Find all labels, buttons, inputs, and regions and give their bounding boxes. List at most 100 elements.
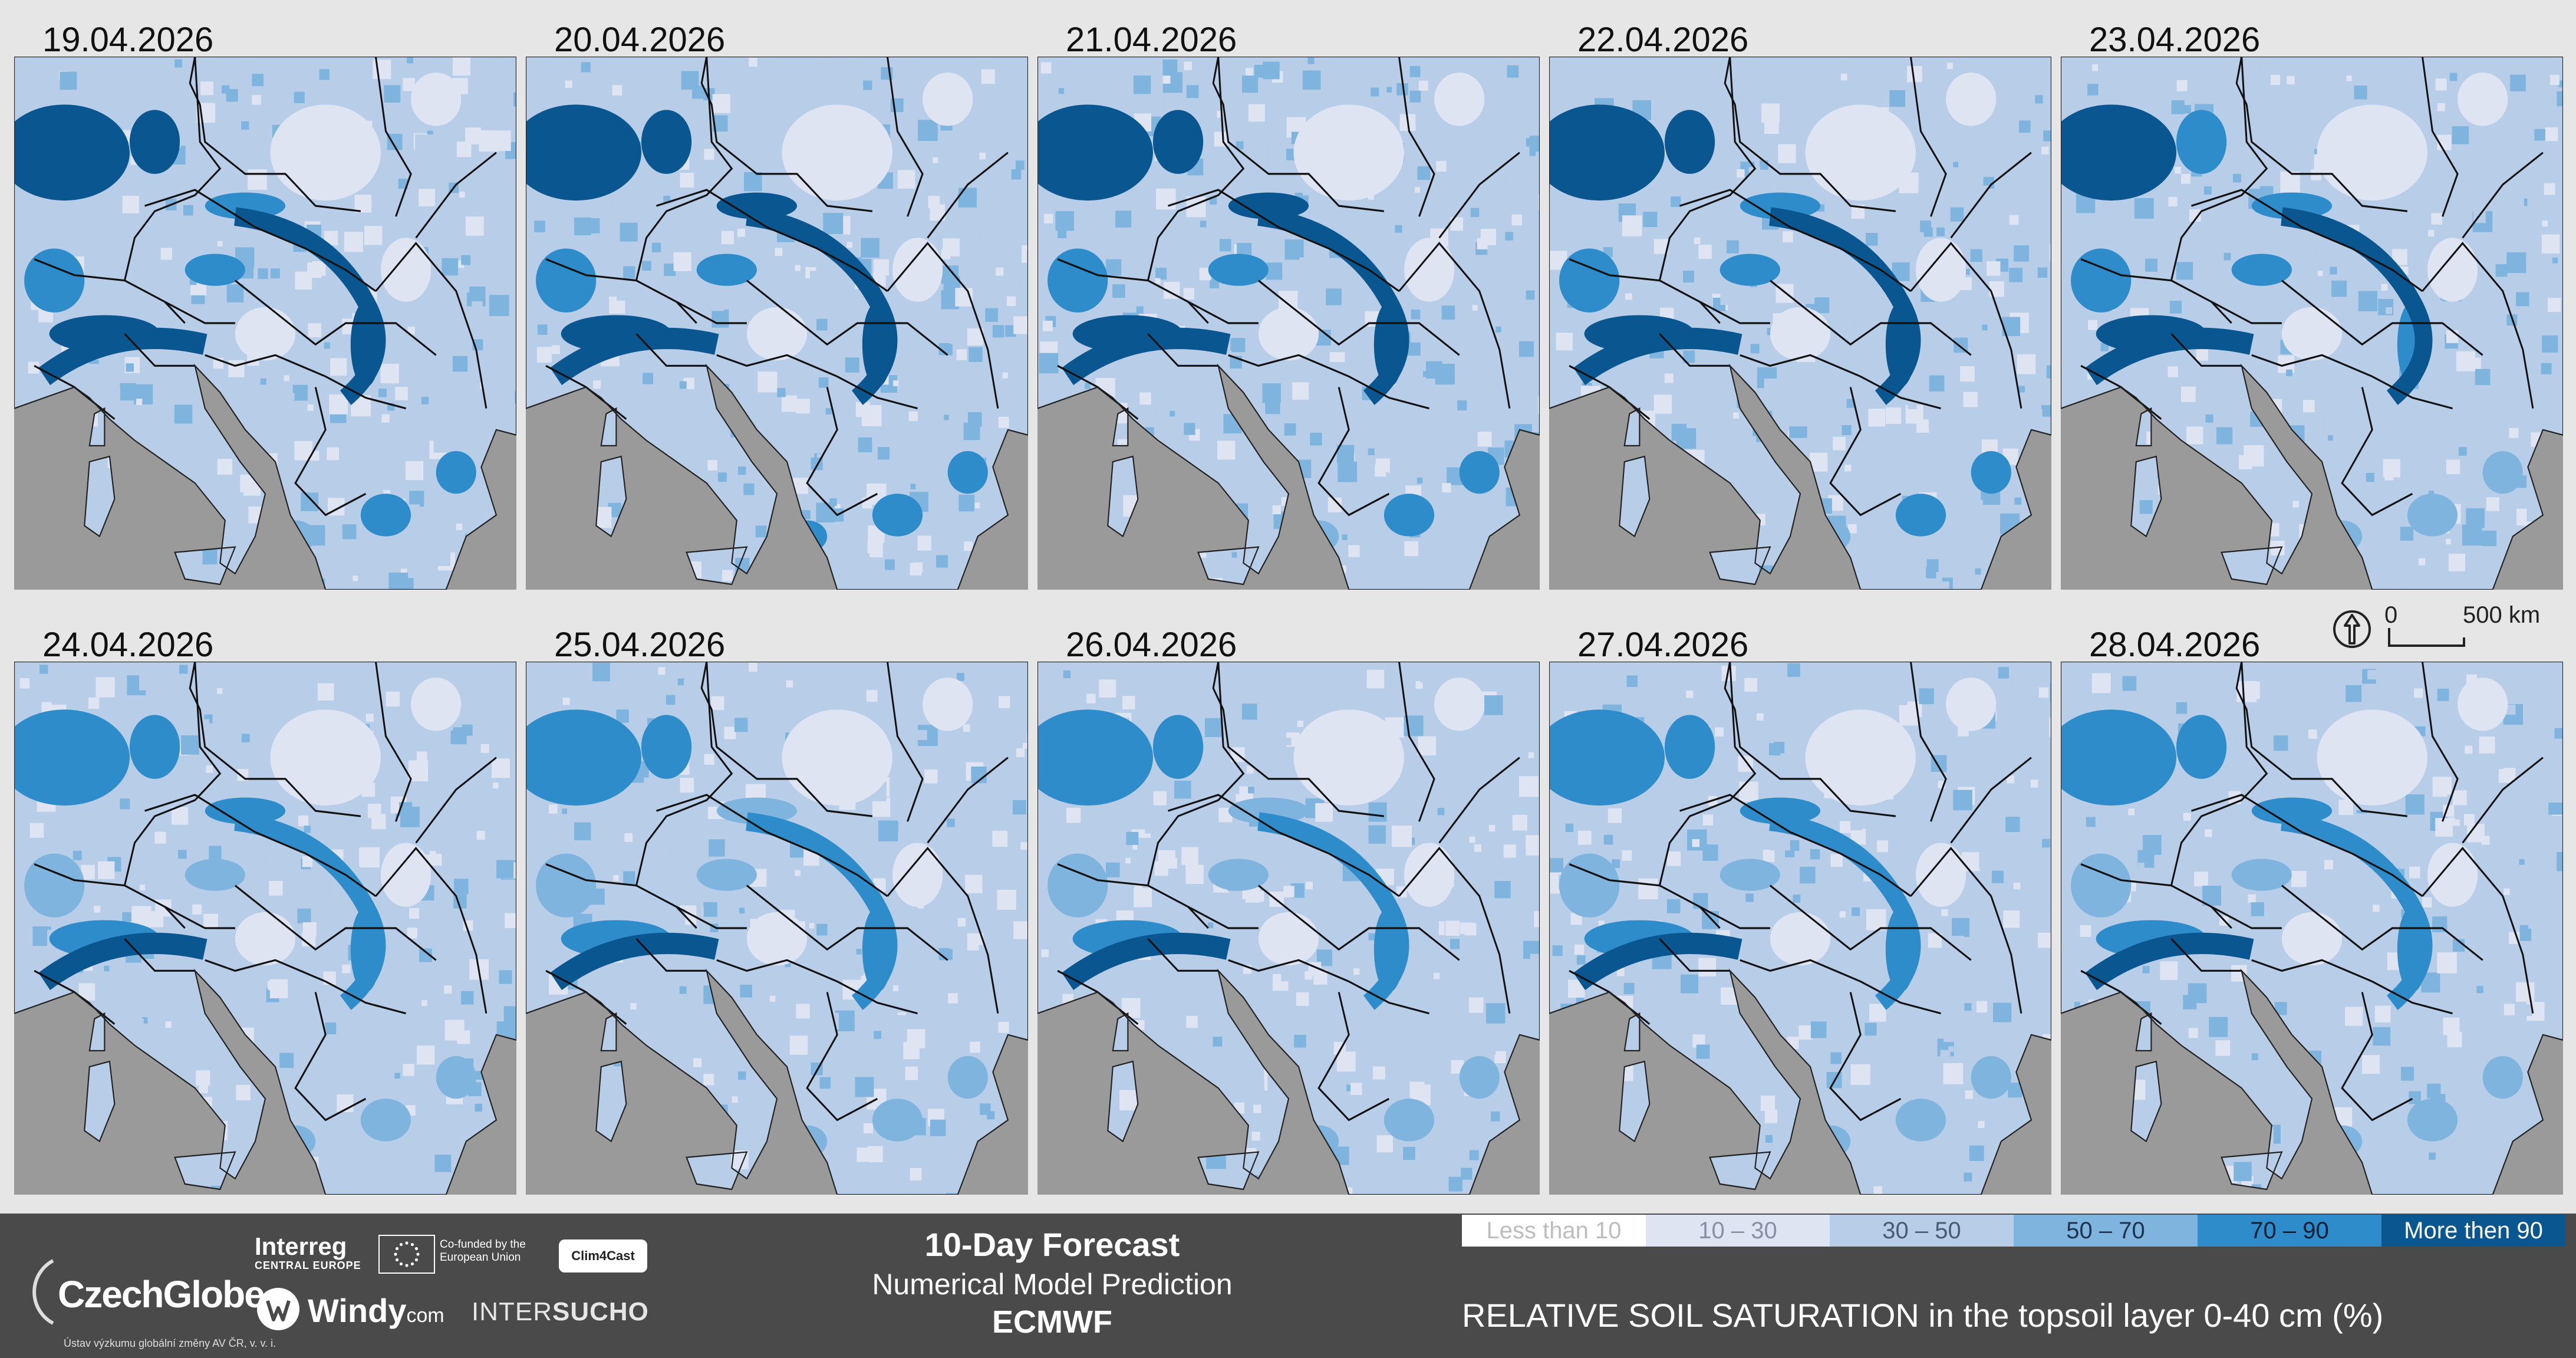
coastline xyxy=(595,1060,627,1143)
country-border xyxy=(124,333,195,367)
coastline xyxy=(1549,662,2051,1195)
country-border xyxy=(1829,992,1902,1122)
coastline xyxy=(14,662,516,1195)
country-border xyxy=(656,794,888,897)
country-border xyxy=(676,301,747,324)
forecast-subtitle: Numerical Model Prediction xyxy=(872,1268,1233,1301)
country-border xyxy=(545,258,697,324)
country-border xyxy=(1569,863,1721,929)
soil-saturation-map xyxy=(526,57,1028,590)
intersucho-logo: INTERSUCHO xyxy=(472,1297,649,1327)
intersucho-bold: SUCHO xyxy=(552,1297,649,1326)
soil-saturation-map xyxy=(526,662,1028,1195)
legend-title: RELATIVE SOIL SATURATION in the topsoil … xyxy=(1462,1297,2384,1334)
country-border xyxy=(1187,301,1259,324)
forecast-model: ECMWF xyxy=(992,1304,1112,1340)
country-border xyxy=(1398,57,1435,217)
country-border xyxy=(189,57,361,212)
country-border xyxy=(2462,757,2544,844)
country-border xyxy=(1950,152,2032,239)
panel-date: 25.04.2026 xyxy=(554,626,726,664)
country-border xyxy=(676,906,747,929)
legend-item: Less than 10 xyxy=(1462,1215,1646,1247)
panel-date: 28.04.2026 xyxy=(2089,626,2261,664)
coastline xyxy=(1709,1151,1771,1191)
country-border xyxy=(1910,847,2022,1014)
soil-saturation-map xyxy=(1549,57,2051,590)
scale-distance-label: 500 km xyxy=(2463,602,2541,628)
country-border xyxy=(2080,863,2232,929)
country-border xyxy=(1228,354,1429,410)
coastline xyxy=(1037,662,1540,1195)
scale-bar: 0 500 km xyxy=(2328,602,2540,652)
coastline xyxy=(595,455,627,538)
country-border xyxy=(1187,906,1259,929)
country-border xyxy=(656,189,888,292)
soil-saturation-map xyxy=(2061,57,2563,590)
country-border xyxy=(1699,301,1770,324)
coastline xyxy=(2135,407,2152,447)
coastline xyxy=(88,407,106,447)
coastline xyxy=(1549,57,2051,590)
czechglobe-subtitle: Ústav výzkumu globální změny AV ČR, v. v… xyxy=(64,1337,276,1349)
country-border xyxy=(1212,662,1385,817)
coastline xyxy=(686,546,748,586)
coastline xyxy=(2130,455,2162,538)
country-border xyxy=(886,662,924,822)
country-border xyxy=(886,57,924,217)
coastline xyxy=(526,57,1028,590)
country-border xyxy=(746,280,948,356)
country-border xyxy=(2422,242,2534,409)
coastline xyxy=(1107,455,1139,538)
country-border xyxy=(144,794,377,897)
soil-saturation-map xyxy=(1549,662,2051,1195)
coastline xyxy=(1197,1151,1260,1191)
country-border xyxy=(1438,152,1520,239)
soil-saturation-map xyxy=(14,662,516,1195)
coastline xyxy=(174,546,236,586)
intersucho-prefix: INTER xyxy=(472,1297,552,1326)
country-border xyxy=(1057,258,1209,324)
forecast-map-panel: 22.04.2026 xyxy=(1549,21,2051,590)
coastline xyxy=(2221,1151,2283,1191)
forecast-map-panel: 24.04.2026 xyxy=(14,626,516,1195)
forecast-map-panel: 21.04.2026 xyxy=(1037,21,1540,590)
coastline xyxy=(174,1151,236,1191)
country-border xyxy=(2341,992,2413,1122)
soil-saturation-map xyxy=(2061,662,2563,1195)
panel-date: 23.04.2026 xyxy=(2089,21,2261,59)
interreg-subtitle: CENTRAL EUROPE xyxy=(255,1260,361,1271)
country-border xyxy=(415,757,497,844)
panel-date: 26.04.2026 xyxy=(1066,626,1237,664)
country-border xyxy=(806,992,878,1122)
country-border xyxy=(294,387,367,517)
country-border xyxy=(1909,57,1947,217)
country-border xyxy=(2281,884,2483,961)
country-border xyxy=(635,333,707,367)
panel-date: 22.04.2026 xyxy=(1577,21,1749,59)
country-border xyxy=(1658,662,1757,886)
country-border xyxy=(1057,863,1209,929)
country-border xyxy=(374,57,412,217)
country-border xyxy=(1147,57,1245,281)
coastline xyxy=(2061,57,2563,590)
coastline xyxy=(1112,1012,1129,1052)
country-border xyxy=(1769,280,1972,356)
coastline xyxy=(2221,546,2283,586)
coastline xyxy=(2061,662,2563,1195)
country-border xyxy=(205,354,406,410)
coastline xyxy=(526,662,1028,1195)
interreg-name: Interreg xyxy=(255,1232,347,1260)
forecast-map-panel: 27.04.2026 xyxy=(1549,626,2051,1195)
country-border xyxy=(1909,662,1947,822)
country-border xyxy=(1398,242,1511,409)
soil-saturation-map xyxy=(14,57,516,590)
country-border xyxy=(375,242,487,409)
country-border xyxy=(887,847,999,1014)
country-border xyxy=(1740,354,1941,410)
country-border xyxy=(1679,794,1912,897)
country-border xyxy=(123,57,222,281)
country-border xyxy=(1398,662,1435,822)
coastline xyxy=(1107,1060,1139,1143)
coastline xyxy=(14,57,516,590)
